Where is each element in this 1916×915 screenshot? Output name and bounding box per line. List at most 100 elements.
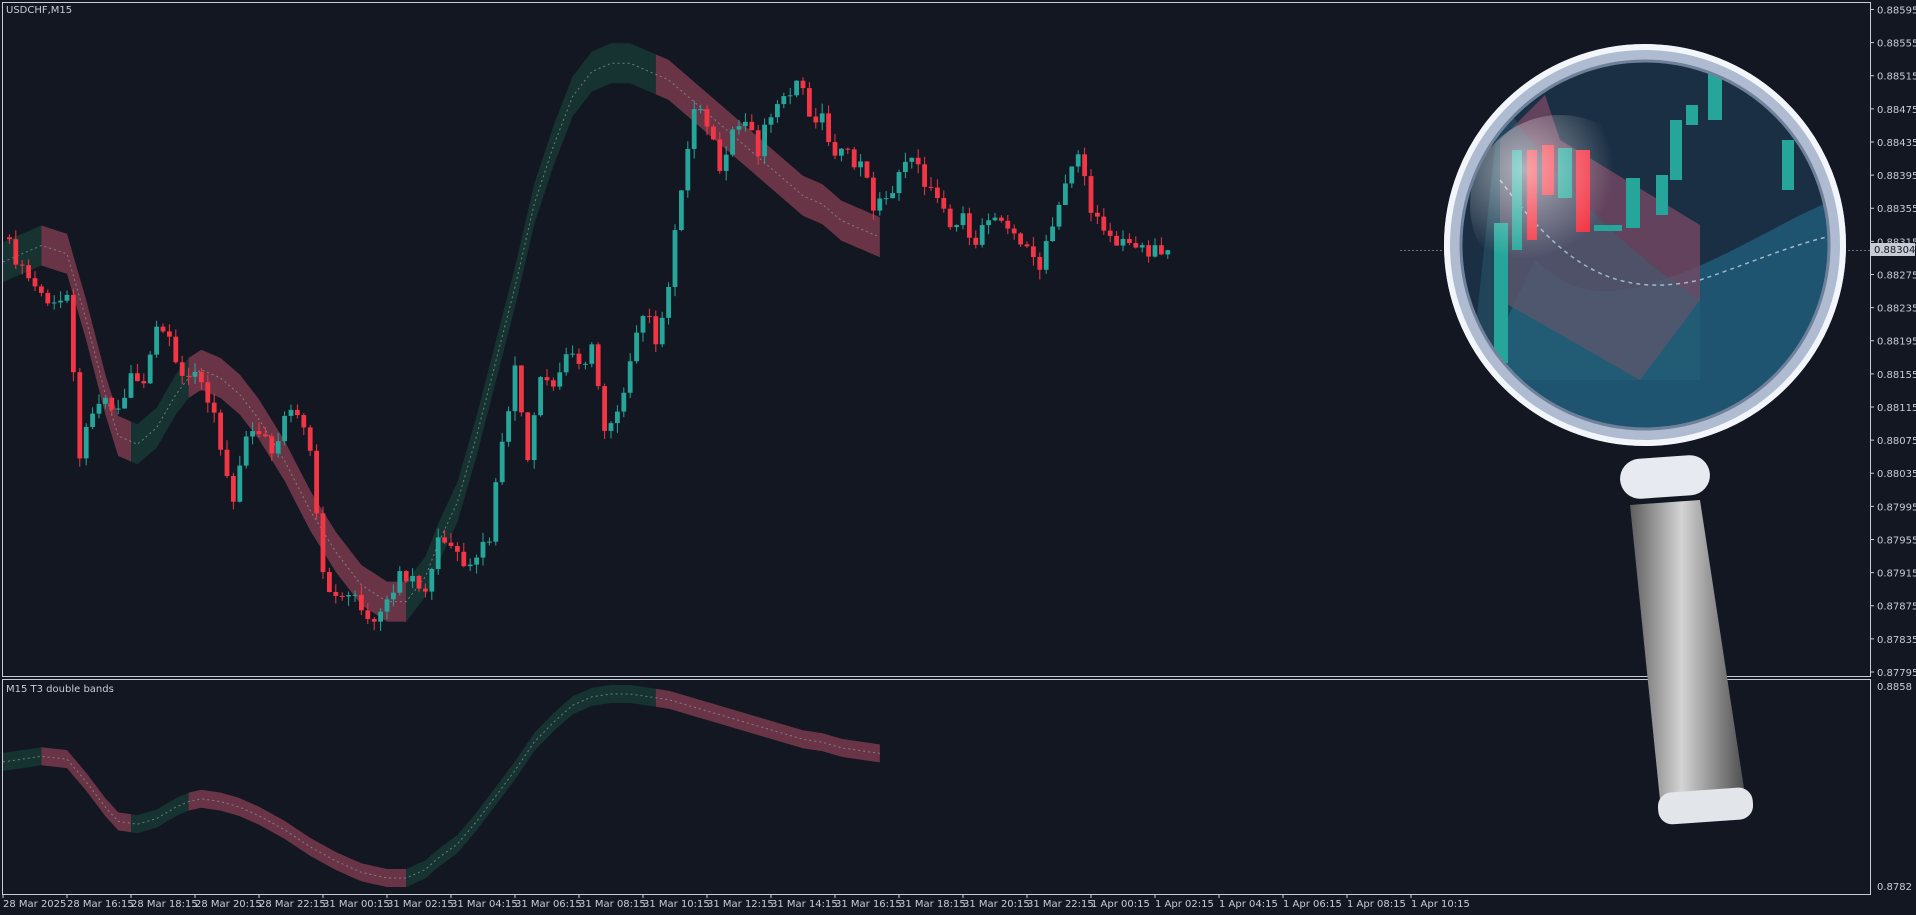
candle-body <box>826 113 831 143</box>
time-tick-label: 31 Mar 10:15 <box>643 899 710 910</box>
t3-band-indicator <box>2 685 880 887</box>
candle-body <box>595 344 601 387</box>
candle-body <box>141 381 147 384</box>
candle-body <box>1037 257 1043 270</box>
candle-body <box>115 408 121 410</box>
magnifier-icon <box>1444 44 1846 825</box>
band-segment <box>188 349 407 622</box>
time-tick-label: 31 Mar 20:15 <box>963 899 1030 910</box>
candle-body <box>250 431 255 437</box>
candle-body <box>909 157 915 162</box>
candle-body <box>461 551 467 567</box>
price-tick-label: 0.88315 <box>1877 237 1916 248</box>
candle-body <box>851 149 857 168</box>
candle-body <box>224 449 230 477</box>
candle-body <box>173 336 179 363</box>
candle-body <box>743 121 748 127</box>
time-tick-label: 31 Mar 18:15 <box>899 899 966 910</box>
candle-body <box>13 239 19 265</box>
candle-body <box>352 594 358 596</box>
price-tick-label: 0.88155 <box>1877 370 1916 381</box>
candle-body <box>455 546 460 552</box>
candle-body <box>243 436 249 466</box>
candle-body <box>979 225 985 245</box>
candle-body <box>448 542 454 547</box>
price-tick-label: 0.88115 <box>1877 403 1916 414</box>
time-tick-label: 31 Mar 22:15 <box>1027 899 1094 910</box>
band-segment <box>655 688 880 763</box>
candle-body <box>186 375 191 377</box>
candle-body <box>493 482 499 542</box>
candle-body <box>1063 183 1068 205</box>
candle-body <box>960 213 966 226</box>
candle-body <box>858 161 863 168</box>
candle-body <box>755 130 761 157</box>
candle-body <box>1088 176 1094 213</box>
candle-body <box>435 537 441 570</box>
candle-body <box>365 610 371 620</box>
indicator-axis-bottom: 0.8782 <box>1877 882 1912 893</box>
price-tick-label: 0.87875 <box>1877 602 1916 613</box>
candle-body <box>666 286 671 318</box>
candle-body <box>103 397 108 404</box>
main-pane-frame <box>2 2 1871 677</box>
candle-body <box>391 592 396 600</box>
candle-body <box>922 164 927 187</box>
candle-body <box>672 230 678 287</box>
band-segment <box>406 685 656 887</box>
candle-body <box>1018 233 1023 245</box>
price-tick-label: 0.88435 <box>1877 138 1916 149</box>
price-tick-label: 0.88515 <box>1877 72 1916 83</box>
candle-body <box>890 193 895 199</box>
price-tick-label: 0.88595 <box>1877 5 1916 16</box>
candle-body <box>301 415 307 428</box>
candle-body <box>589 344 595 364</box>
candle-body <box>813 116 819 123</box>
candle-body <box>7 237 12 240</box>
candle-body <box>819 113 825 123</box>
candle-body <box>749 121 755 131</box>
candle-body <box>883 198 889 200</box>
candle-body <box>1069 166 1075 184</box>
candle-body <box>275 441 281 454</box>
candle-body <box>512 365 518 412</box>
time-tick-label: 31 Mar 06:15 <box>515 899 582 910</box>
candle-body <box>807 88 812 117</box>
candle-body <box>832 142 838 156</box>
candle-body <box>179 362 185 376</box>
time-tick-label: 28 Mar 2025 <box>3 899 66 910</box>
candle-body <box>839 148 844 156</box>
band-segment <box>3 747 42 771</box>
candle-body <box>1043 241 1049 270</box>
candle-body <box>237 465 243 502</box>
candle-body <box>506 411 511 442</box>
candle-body <box>1050 226 1055 242</box>
candle-body <box>621 392 627 412</box>
candle-body <box>96 403 102 414</box>
candle-body <box>1120 238 1126 246</box>
candle-body <box>935 187 940 199</box>
candle-body <box>723 154 729 171</box>
candle-body <box>730 129 735 155</box>
candle-body <box>519 365 524 413</box>
candle-body <box>608 423 614 431</box>
candle-body <box>58 300 63 303</box>
candle-body <box>474 557 479 565</box>
candle-body <box>896 172 902 194</box>
candle-body <box>218 412 223 450</box>
band-segment <box>655 54 880 258</box>
time-tick-label: 31 Mar 00:15 <box>323 899 390 910</box>
candle-body <box>627 361 633 393</box>
candle-body <box>691 109 697 149</box>
candle-body <box>999 217 1004 221</box>
candle-body <box>711 126 716 140</box>
band-segment <box>41 225 131 462</box>
candle-body <box>135 373 140 382</box>
candle-body <box>685 148 691 191</box>
candle-body <box>775 104 780 118</box>
candle-body <box>762 124 767 157</box>
time-tick-label: 1 Apr 06:15 <box>1283 899 1342 910</box>
band-segment <box>131 358 189 465</box>
candle-body <box>288 409 294 416</box>
